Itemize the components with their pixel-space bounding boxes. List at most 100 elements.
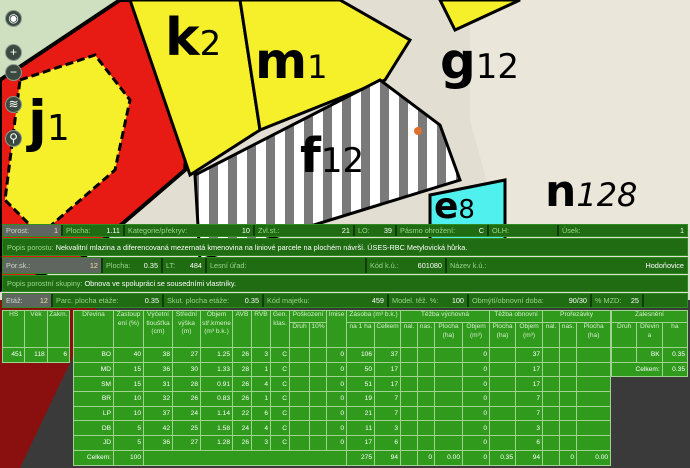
field-label: Kategorie/překryv: — [128, 226, 188, 235]
total-cell: 94 — [374, 449, 402, 466]
field-value: 484 — [189, 261, 202, 270]
total-cell — [542, 449, 561, 466]
table-cell — [434, 435, 464, 451]
group-header: Poškození — [288, 310, 328, 323]
table-cell: 3 — [251, 347, 271, 363]
column-header: Plocha (ha) — [489, 322, 517, 348]
layers-button[interactable]: ≋ — [5, 96, 22, 113]
table-cell — [289, 420, 310, 437]
table-cell: C — [270, 435, 290, 451]
field-row5-1: Parc. plocha etáže: 0.35 — [53, 294, 164, 307]
field-row5-5: Obmýtí/obnovní doba: 90/30 — [469, 294, 592, 307]
table-cell: 6 — [374, 435, 402, 451]
field-row3-5: Název k.ú.: Hodoňovice — [447, 258, 687, 273]
zoom-in-button[interactable]: + — [5, 44, 22, 61]
table-cell: 7 — [515, 405, 544, 422]
column-header: Věk — [24, 310, 48, 348]
table-cell: 21 — [346, 405, 376, 422]
table-row: 451 118 6 — [1, 347, 71, 363]
column-header: Imise — [326, 310, 348, 348]
table-cell — [308, 435, 328, 451]
table-row: SM 15 31 28 0.91 26 4 C 0 51 17 0 17 — [73, 376, 612, 393]
table-cell: 37 — [515, 347, 544, 363]
field-label: Úsek: — [562, 226, 581, 235]
table-cell: 40 — [113, 347, 144, 363]
table-cell: 24 — [172, 405, 201, 422]
table-cell: 0.35 — [661, 347, 689, 363]
table-cell — [576, 405, 612, 422]
table-cell — [417, 435, 436, 451]
table-cell: 4 — [251, 420, 271, 437]
table-cell: 15 — [113, 361, 144, 378]
field-value: 100 — [451, 296, 464, 305]
subheader-row: Druh 10% na 1 ha Celkem nal. nas. Plocha (ha) O… — [74, 322, 612, 348]
group-header: Těžba výchovná — [400, 310, 491, 323]
field-row3-3: Lesní úřad: — [207, 258, 367, 273]
locate-button[interactable]: ◉ — [5, 10, 22, 27]
table-cell — [308, 420, 328, 437]
zoom-out-button[interactable]: − — [5, 64, 22, 81]
field-value: 0.35 — [143, 261, 158, 270]
table-cell — [576, 361, 612, 378]
total-cell: 0 — [559, 449, 578, 466]
field-value: 10 — [241, 226, 250, 235]
search-icon: ⚲ — [9, 131, 18, 145]
field-label: LO: — [358, 226, 370, 235]
field-label: Plocha: — [106, 261, 131, 270]
table-cell — [400, 347, 419, 363]
field-label: Obmýtí/obnovní doba: — [472, 296, 544, 305]
table-cell: 42 — [143, 420, 173, 437]
table-cell: 0 — [462, 376, 491, 393]
location-marker-icon[interactable] — [414, 127, 422, 135]
subheader-row: Druh Dřevina ha — [610, 322, 689, 348]
field-row5-6: % MZD: 25 — [592, 294, 644, 307]
table-cell: 1.33 — [200, 361, 233, 378]
field-value: 601080 — [417, 261, 442, 270]
table-cell: C — [270, 405, 290, 422]
table-cell: 0 — [462, 405, 491, 422]
search-button[interactable]: ⚲ — [5, 130, 22, 147]
table-cell: 17 — [374, 376, 402, 393]
table-cell: 0 — [326, 376, 348, 393]
field-value: 0.35 — [144, 296, 159, 305]
table-cell: 1 — [251, 391, 271, 407]
field-label: Plocha: — [66, 226, 91, 235]
table-cell: 36 — [143, 361, 173, 378]
table-cell: 5 — [113, 420, 144, 437]
table-cell: 10 — [113, 405, 144, 422]
column-header: Dřevina — [73, 310, 114, 348]
table-cell — [289, 376, 310, 393]
table-cell: 0 — [326, 405, 348, 422]
field-row1-6: OLH: — [489, 225, 559, 236]
field-label: Por.sk.: — [6, 261, 31, 270]
field-label: Etáž: — [6, 296, 23, 305]
column-header: nal. — [542, 322, 561, 348]
table-cell: 17 — [346, 435, 376, 451]
column-header: Zastoupení (%) — [113, 310, 144, 348]
table-cell: 0 — [462, 391, 491, 407]
field-label: Zvl.st.: — [258, 226, 280, 235]
field-value: 90/30 — [568, 296, 587, 305]
table-cell: 25 — [172, 420, 201, 437]
table-cell — [400, 405, 419, 422]
table-row: BO 40 38 27 1.25 26 3 C 0 106 37 0 37 — [73, 347, 612, 363]
column-header: Plocha (ha) — [576, 322, 612, 348]
group-header: Zalesnění — [611, 310, 688, 323]
table-cell: DB — [73, 420, 114, 437]
header-row: Dřevina Zastoupení (%) Výčetní tloušťka (c… — [73, 310, 612, 348]
group-header: Těžba obnovní — [489, 310, 544, 323]
column-header: nal. — [400, 322, 419, 348]
table-row: BK 0.35 — [610, 347, 689, 363]
table-cell: 1.58 — [200, 420, 233, 437]
table-cell — [559, 391, 578, 407]
table-cell — [542, 361, 561, 378]
table-cell — [289, 361, 310, 378]
total-cell: 0.00 — [576, 449, 612, 466]
total-share: 100 — [113, 449, 144, 466]
layers-icon: ≋ — [8, 97, 19, 111]
table-cell: 0 — [462, 435, 491, 451]
table-cell — [489, 405, 517, 422]
total-cell: 0.35 — [661, 361, 689, 378]
table-cell: 0 — [326, 361, 348, 378]
column-header: Celkem — [374, 322, 402, 348]
